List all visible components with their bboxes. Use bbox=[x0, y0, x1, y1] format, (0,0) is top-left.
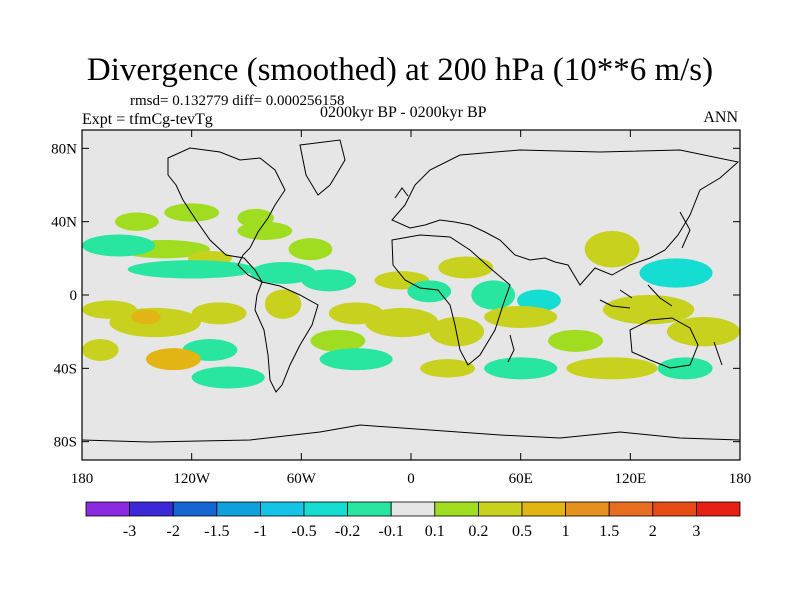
chart-title: Divergence (smoothed) at 200 hPa (10**6 … bbox=[86, 52, 714, 88]
divergence-region-3 bbox=[288, 238, 333, 261]
coastline-greenland bbox=[299, 139, 346, 196]
divergence-region-14 bbox=[517, 289, 561, 312]
colorbar-label-8: 0.2 bbox=[468, 523, 488, 540]
colorbar-label-3: -1 bbox=[254, 523, 267, 540]
divergence-region-15 bbox=[584, 230, 640, 268]
x-tick-label-4: 60E bbox=[509, 471, 533, 487]
divergence-region-8 bbox=[250, 262, 316, 284]
divergence-region-32 bbox=[145, 348, 201, 371]
colorbar-label-12: 2 bbox=[649, 523, 657, 540]
colorbar-swatch-9 bbox=[477, 501, 523, 517]
divergence-region-21 bbox=[131, 309, 161, 325]
colorbar-swatch-3 bbox=[216, 501, 261, 517]
y-tick-label-0: 80N bbox=[51, 141, 77, 157]
colorbar-swatch-0 bbox=[85, 501, 130, 517]
divergence-region-12 bbox=[438, 256, 494, 279]
y-tick-label-4: 80S bbox=[54, 435, 77, 451]
period-label: 0200kyr BP - 0200kyr BP bbox=[320, 104, 487, 121]
colorbar-swatch-7 bbox=[390, 501, 436, 517]
divergence-region-37 bbox=[566, 357, 658, 380]
stats-text: rmsd= 0.132779 diff= 0.000256158 bbox=[130, 93, 345, 109]
x-tick-label-3: 0 bbox=[407, 471, 415, 487]
colorbar-label-2: -1.5 bbox=[204, 523, 229, 540]
y-tick-label-3: 40S bbox=[54, 361, 77, 377]
experiment-label: Expt = tfmCg-tevTg bbox=[82, 111, 213, 128]
colorbar-swatch-4 bbox=[259, 501, 305, 517]
x-tick-label-5: 120E bbox=[614, 471, 646, 487]
colorbar-swatch-13 bbox=[652, 501, 697, 517]
divergence-region-17 bbox=[602, 295, 695, 325]
colorbar-label-4: -0.5 bbox=[291, 523, 316, 540]
divergence-regions bbox=[82, 203, 740, 389]
colorbar-swatch-14 bbox=[696, 501, 741, 517]
divergence-region-29 bbox=[484, 306, 558, 328]
colorbar-label-1: -2 bbox=[167, 523, 180, 540]
colorbar-swatch-8 bbox=[434, 501, 479, 517]
coastlines bbox=[82, 139, 740, 443]
y-tick-label-2: 0 bbox=[70, 288, 78, 304]
colorbar-swatch-11 bbox=[565, 501, 610, 517]
divergence-region-38 bbox=[657, 357, 713, 380]
divergence-region-7 bbox=[127, 260, 256, 279]
y-tick-label-1: 40N bbox=[51, 215, 77, 231]
divergence-region-22 bbox=[191, 302, 247, 325]
divergence-region-24 bbox=[264, 289, 302, 319]
x-tick-label-0: 180 bbox=[71, 471, 94, 487]
colorbar-label-5: -0.2 bbox=[335, 523, 360, 540]
x-tick-label-1: 120W bbox=[173, 471, 211, 487]
divergence-region-6 bbox=[82, 234, 156, 257]
coastline-africa bbox=[391, 234, 511, 366]
divergence-region-33 bbox=[191, 366, 265, 389]
colorbar-label-7: 0.1 bbox=[425, 523, 445, 540]
divergence-region-31 bbox=[82, 339, 119, 361]
colorbar-swatch-1 bbox=[129, 501, 174, 517]
colorbar: -3 -2 -1.5 -1 -0.5 -0.2 -0.1 0.1 0.2 0.5 1 1.5 2 3 bbox=[85, 501, 741, 540]
coastline-antarctica bbox=[82, 424, 740, 443]
x-axis-ticks: 180 120W 60W 0 60E 120E 180 bbox=[71, 130, 752, 487]
colorbar-swatch-5 bbox=[303, 501, 348, 517]
colorbar-label-9: 0.5 bbox=[512, 523, 532, 540]
divergence-region-9 bbox=[301, 269, 357, 292]
x-tick-label-6: 180 bbox=[729, 471, 752, 487]
y-axis-ticks: 80N 40N 0 40S 80S bbox=[51, 141, 740, 451]
coastline-eurasia bbox=[391, 149, 740, 286]
divergence-region-11 bbox=[407, 280, 452, 303]
plot-area bbox=[81, 129, 741, 461]
coastline-south-america bbox=[254, 281, 319, 393]
divergence-region-13 bbox=[471, 280, 516, 310]
colorbar-label-0: -3 bbox=[123, 523, 136, 540]
colorbar-swatch-2 bbox=[172, 501, 218, 517]
coastline-australia bbox=[629, 317, 699, 369]
colorbar-swatch-12 bbox=[608, 501, 654, 517]
divergence-region-34 bbox=[319, 348, 393, 371]
divergence-region-35 bbox=[420, 359, 475, 378]
divergence-region-25 bbox=[310, 329, 366, 352]
divergence-region-18 bbox=[666, 317, 740, 347]
x-tick-label-2: 60W bbox=[287, 471, 317, 487]
coastline-islands bbox=[394, 187, 723, 366]
divergence-region-16 bbox=[639, 258, 713, 288]
colorbar-label-6: -0.1 bbox=[379, 523, 404, 540]
colorbar-swatch-10 bbox=[521, 501, 566, 517]
divergence-region-27 bbox=[365, 307, 439, 338]
divergence-region-36 bbox=[484, 357, 558, 380]
colorbar-swatch-6 bbox=[347, 501, 392, 517]
colorbar-label-10: 1 bbox=[562, 523, 570, 540]
season-label: ANN bbox=[703, 109, 738, 126]
coastline-north-america bbox=[167, 147, 286, 284]
colorbar-label-13: 3 bbox=[692, 523, 700, 540]
colorbar-label-11: 1.5 bbox=[599, 523, 619, 540]
divergence-region-30 bbox=[548, 329, 603, 352]
divergence-region-5 bbox=[114, 212, 159, 231]
